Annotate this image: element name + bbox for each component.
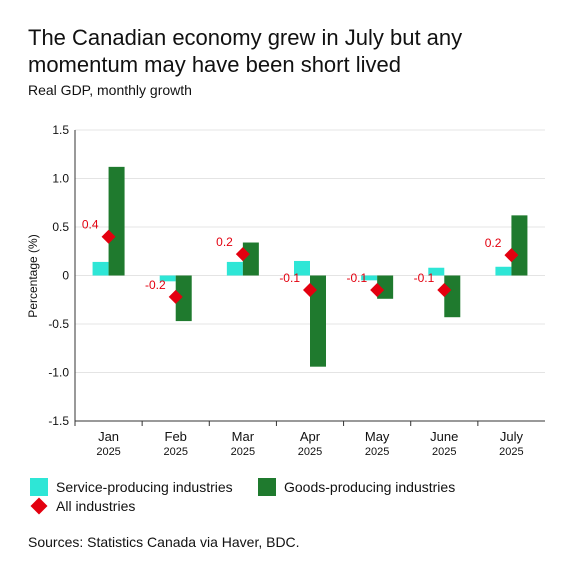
x-tick-label: Apr	[300, 429, 321, 444]
service-bar-july	[495, 266, 512, 276]
all-industries-data-label: 0.2	[485, 236, 502, 250]
goods-bar-apr	[310, 275, 326, 367]
x-tick-label: Mar	[232, 429, 255, 444]
all-industries-marker-feb	[168, 289, 183, 304]
x-tick-label: June	[430, 429, 458, 444]
goods-bar-mar	[242, 242, 259, 276]
axes: 1.5 1.0 0.5 0 -0.5 -1.0 -1.5 Jan 2025 Feb 2025 Mar 2…	[48, 123, 545, 458]
x-tick-label: Feb	[165, 429, 187, 444]
legend-goods: Goods-producing industries	[258, 478, 455, 496]
all-industries-diamond-icon	[30, 497, 48, 515]
x-tick-label: May	[365, 429, 390, 444]
service-bar-jan	[92, 261, 109, 276]
chart-subtitle: Real GDP, monthly growth	[28, 82, 192, 98]
service-bar-feb	[159, 275, 176, 282]
bars	[92, 166, 528, 367]
service-bar-apr	[294, 260, 310, 276]
service-bar-may	[361, 275, 378, 281]
y-axis-label: Percentage (%)	[26, 234, 40, 317]
goods-bar-june	[444, 275, 461, 318]
y-tick-label: 1.5	[52, 123, 69, 137]
goods-swatch	[258, 478, 276, 496]
x-tick-year-label: 2025	[432, 446, 456, 458]
all-industries-data-label: -0.1	[414, 271, 435, 285]
all-industries-data-label: -0.1	[279, 271, 300, 285]
x-tick-year-label: 2025	[298, 446, 322, 458]
y-tick-label: 0	[62, 269, 69, 283]
service-swatch	[30, 478, 48, 496]
service-bar-mar	[226, 261, 243, 276]
x-tick-label: Jan	[98, 429, 119, 444]
all-industries-marker-may	[370, 283, 385, 298]
goods-bar-jan	[108, 166, 125, 276]
chart-title: The Canadian economy grew in July but an…	[28, 25, 463, 77]
x-tick-year-label: 2025	[365, 446, 389, 458]
legend-all-label: All industries	[56, 498, 136, 514]
all-industries-marker-apr	[303, 283, 317, 298]
all-industries-data-label: -0.2	[145, 278, 166, 292]
goods-bar-feb	[175, 275, 192, 322]
x-tick-year-label: 2025	[231, 446, 255, 458]
x-tick-year-label: 2025	[499, 446, 523, 458]
all-industries-data-label: 0.4	[82, 218, 99, 232]
y-tick-label: -0.5	[48, 317, 69, 331]
service-bar-june	[428, 267, 445, 276]
goods-bar-july	[511, 215, 528, 276]
y-tick-label: -1.0	[48, 366, 69, 380]
x-tick-label: July	[500, 429, 524, 444]
all-industries-marker-july	[504, 248, 519, 263]
legend-goods-label: Goods-producing industries	[284, 479, 456, 495]
all-industries-marker-mar	[235, 247, 250, 262]
legend-service-label: Service-producing industries	[56, 479, 233, 495]
x-tick-year-label: 2025	[96, 446, 120, 458]
all-industries-marker-jan	[101, 229, 116, 244]
all-industries-data-label: -0.1	[346, 271, 367, 285]
legend-service: Service-producing industries	[30, 478, 233, 496]
legend-all: All industries	[30, 497, 136, 515]
all-industries-marker-june	[437, 283, 452, 298]
source-note: Sources: Statistics Canada via Haver, BD…	[28, 534, 300, 550]
all-industries-markers: 0.4 -0.2 0.2 -0.1 -0.1 -0.1 0.2	[82, 218, 519, 304]
x-tick-year-label: 2025	[163, 446, 187, 458]
y-tick-label: -1.5	[48, 414, 69, 428]
all-industries-data-label: 0.2	[216, 235, 233, 249]
y-tick-label: 1.0	[52, 172, 69, 186]
y-tick-label: 0.5	[52, 220, 69, 234]
